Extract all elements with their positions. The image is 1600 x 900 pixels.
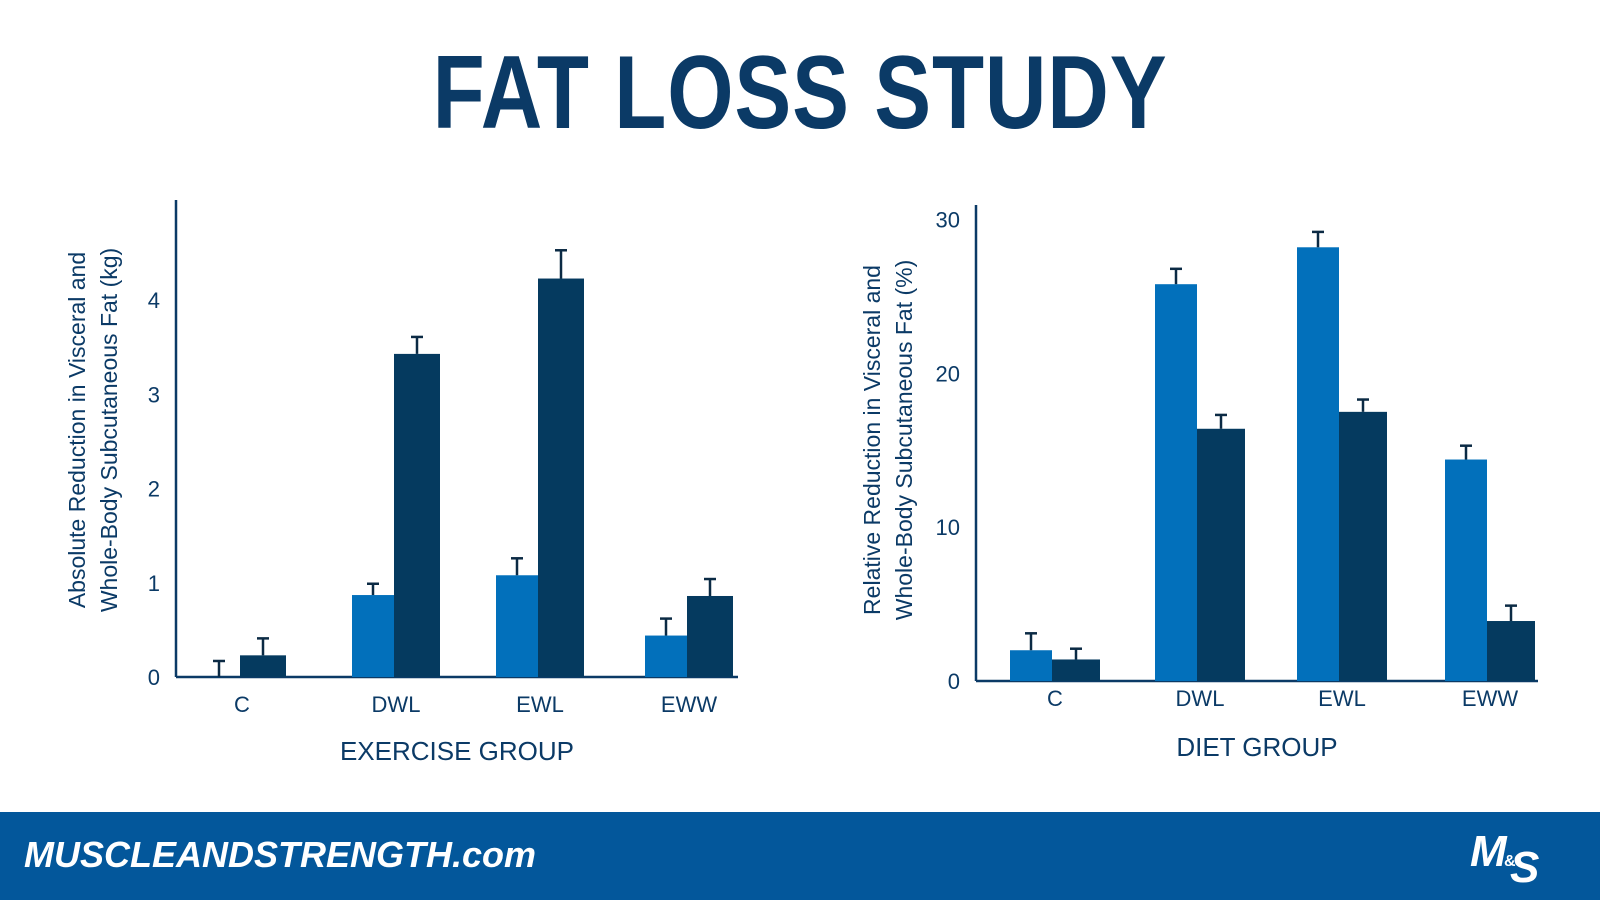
- category-label: C: [1047, 686, 1063, 711]
- bar: [1197, 428, 1245, 681]
- y-tick-label: 2: [148, 477, 160, 502]
- bar: [1487, 621, 1535, 681]
- category-label: C: [234, 692, 250, 717]
- category-label: EWL: [516, 692, 564, 717]
- category-label: EWW: [661, 692, 717, 717]
- page-title: FAT LOSS STUDY: [432, 35, 1168, 151]
- category-label: EWL: [1318, 686, 1366, 711]
- bar: [538, 278, 584, 677]
- bar: [496, 575, 538, 677]
- bar: [394, 353, 440, 677]
- y-tick-label: 0: [948, 669, 960, 694]
- bar: [1155, 284, 1197, 681]
- category-label: DWL: [372, 692, 421, 717]
- y-tick-label: 30: [936, 208, 960, 233]
- y-axis-title: Relative Reduction in Visceral and Whole-…: [859, 260, 917, 621]
- svg-text:S: S: [1510, 843, 1539, 886]
- svg-text:&: &: [1504, 853, 1516, 870]
- category-label: EWW: [1462, 686, 1518, 711]
- bar: [1339, 411, 1387, 681]
- site-name[interactable]: MUSCLEANDSTRENGTH.com: [24, 834, 537, 875]
- y-tick-label: 4: [148, 288, 160, 313]
- bar: [352, 595, 394, 677]
- y-axis-title: Absolute Reduction in Visceral and Whole-…: [64, 248, 122, 612]
- x-axis-title: EXERCISE GROUP: [340, 736, 574, 766]
- y-tick-label: 0: [148, 665, 160, 690]
- y-tick-label: 3: [148, 382, 160, 407]
- category-label: DWL: [1176, 686, 1225, 711]
- bar: [1010, 650, 1052, 681]
- y-axis-title-line: Relative Reduction in Visceral and: [859, 265, 885, 615]
- bar: [1445, 459, 1487, 681]
- bar: [1052, 659, 1100, 681]
- bar: [687, 595, 733, 677]
- svg-text:M: M: [1470, 827, 1508, 876]
- bar: [240, 655, 286, 677]
- y-tick-label: 1: [148, 571, 160, 596]
- y-axis-title-line: Whole-Body Subcutaneous Fat (%): [891, 260, 917, 621]
- y-tick-label: 20: [936, 361, 960, 386]
- bar: [645, 635, 687, 677]
- ms-logo-icon[interactable]: M S &: [1468, 826, 1560, 886]
- y-axis-title-line: Whole-Body Subcutaneous Fat (kg): [96, 248, 122, 612]
- bar: [1297, 247, 1339, 681]
- y-tick-label: 10: [936, 515, 960, 540]
- footer-bar: MUSCLEANDSTRENGTH.com M S &: [0, 812, 1600, 900]
- y-axis-title-line: Absolute Reduction in Visceral and: [64, 252, 90, 608]
- x-axis-title: DIET GROUP: [1176, 732, 1337, 762]
